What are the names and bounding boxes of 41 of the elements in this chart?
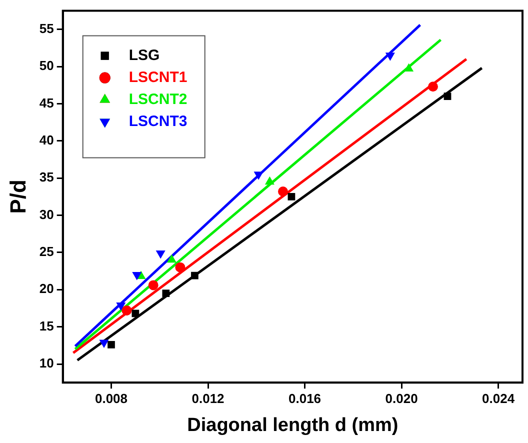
point [132, 272, 142, 280]
point [444, 92, 452, 100]
point [108, 340, 115, 348]
y-tick-label: 10 [39, 356, 54, 371]
y-tick-label: 15 [39, 318, 54, 334]
point [132, 310, 140, 318]
y-tick-label: 45 [39, 95, 54, 110]
x-axis-title: Diagonal length d (mm) [187, 414, 398, 436]
y-tick-label: 55 [39, 20, 54, 36]
y-tick-label: 30 [39, 206, 54, 222]
y-axis-title: P/d [5, 180, 30, 214]
legend-label: LSCNT2 [128, 90, 188, 108]
legend-label: LSCNT3 [128, 112, 188, 130]
y-tick-label: 25 [39, 244, 54, 260]
legend-label: LSG [128, 46, 160, 64]
point [122, 305, 132, 316]
x-tick-label: 0.008 [94, 390, 128, 406]
point [100, 340, 108, 348]
point [428, 82, 438, 92]
y-tick-label: 35 [39, 170, 54, 185]
x-tick-label: 0.020 [385, 390, 418, 406]
y-tick-label: 40 [39, 132, 54, 148]
point [386, 52, 395, 60]
point [175, 262, 186, 272]
point [278, 186, 288, 196]
point [254, 172, 263, 180]
point [167, 254, 176, 263]
x-tick-label: 0.016 [288, 390, 322, 406]
point [288, 193, 296, 200]
point [404, 64, 414, 72]
x-tick-label: 0.012 [192, 390, 224, 406]
y-tick-label: 50 [39, 58, 54, 74]
point [116, 302, 126, 310]
point [162, 290, 170, 298]
point [191, 272, 198, 280]
point [265, 176, 274, 185]
point [156, 250, 165, 258]
y-tick-label: 20 [39, 281, 54, 296]
legend-label: LSCNT1 [128, 68, 188, 86]
x-tick-label: 0.024 [482, 390, 516, 406]
point [148, 280, 158, 290]
